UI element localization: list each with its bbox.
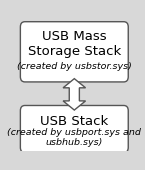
FancyBboxPatch shape (20, 22, 128, 82)
FancyBboxPatch shape (20, 105, 128, 153)
Text: (created by usbport.sys and
usbhub.sys): (created by usbport.sys and usbhub.sys) (7, 128, 141, 147)
Text: USB Mass
Storage Stack: USB Mass Storage Stack (28, 30, 121, 58)
Text: (created by usbstor.sys): (created by usbstor.sys) (17, 62, 132, 71)
Polygon shape (63, 79, 86, 110)
Text: USB Stack: USB Stack (40, 115, 108, 128)
